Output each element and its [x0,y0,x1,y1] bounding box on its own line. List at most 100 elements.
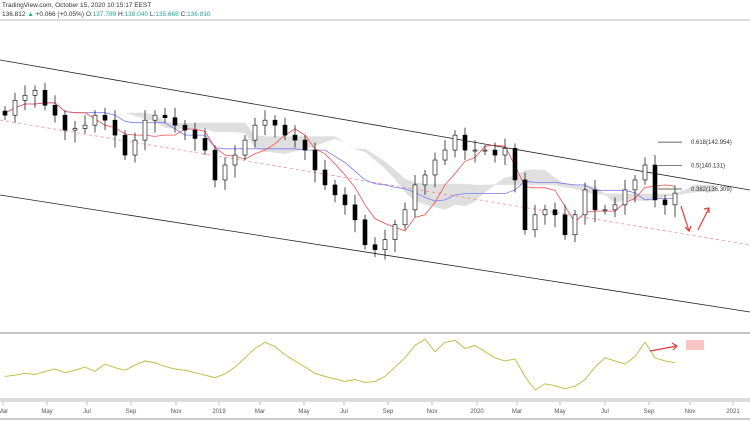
candle-body [262,119,268,126]
candle [512,143,518,193]
candle-body [372,244,378,250]
candle-body [152,114,158,121]
source-line: TradingView.com, October 15, 2020 10:15:… [2,2,152,9]
candle-body [102,114,108,121]
candle [642,157,648,185]
candle [282,117,288,141]
candle [192,122,198,151]
candle [392,219,398,253]
candle-body [632,179,638,191]
open-label: O: [85,11,93,18]
candle-body [512,148,518,181]
candle-body [32,90,38,96]
time-tick-label: Nov [685,409,696,415]
ichimoku-cloud [45,102,715,210]
candle-body [452,134,458,151]
high-label: H: [118,11,125,18]
candle [492,142,498,163]
chart-header: TradingView.com, October 15, 2020 10:15:… [2,1,211,19]
candle [592,179,598,223]
fib-label: 0.618(142.954) [691,140,732,146]
candle [412,174,418,218]
time-tick-label: May [298,409,309,415]
candle [382,229,388,260]
candle [462,127,468,161]
candle [62,110,68,141]
candle-body [2,110,8,116]
time-tick-label: Jul [601,409,609,415]
candle [152,110,158,133]
candle-body [212,149,218,181]
candle-body [332,184,338,196]
candle-body [122,134,128,156]
candle-body [232,154,238,166]
candle [432,152,438,188]
candle [92,110,98,133]
candle [42,82,48,111]
candle [112,110,118,148]
candle-body [622,189,628,206]
candle-body [282,124,288,136]
candle [532,204,538,238]
candle-body [522,179,528,231]
time-axis[interactable]: Mar May Jul Sep Nov 2019 Mar May Jul Sep Nov 2020 Ma… [0,402,750,420]
candle-body [142,119,148,141]
candle-body [202,138,208,151]
candle [582,182,588,225]
candle-body [472,149,478,152]
time-tick-label: May [554,409,565,415]
projection-arrows [680,205,710,233]
candle [552,202,558,228]
candle [372,237,378,258]
candle-body [432,159,438,176]
ohlc-line: 136.812 ▲ +0.066 (+0.05%) O:137.789 H:13… [2,10,211,19]
candle-body [362,219,368,245]
candle [32,85,38,108]
down-arrow-icon [680,205,692,233]
time-tick-label: Sep [644,409,655,415]
close-label: C: [180,11,188,18]
time-tick-label: Jul [340,409,348,415]
fib-label: 0.5(140.131) [691,164,725,170]
candle-body [62,114,68,131]
right-arrow-icon [649,342,678,352]
channel-mid-line[interactable] [0,119,750,246]
candle-body [72,128,78,131]
time-tick-label: Sep [383,409,394,415]
candle [232,145,238,178]
candle-body [252,124,258,141]
candle [252,117,258,148]
candle [122,130,128,161]
channel-upper-line[interactable] [0,59,750,191]
candle [262,110,268,136]
time-tick-label: 2020 [470,409,484,415]
up-arrow-icon [697,207,710,231]
candle [362,214,368,250]
candle-body [462,134,468,151]
candle [632,174,638,203]
open-value: 137.789 [92,11,117,18]
candle-body [322,169,328,186]
price-change: +0.066 (+0.05%) [35,11,84,18]
low-label: L: [149,11,156,18]
candle [602,204,608,215]
candle-body [602,209,608,212]
last-price: 136.812 [2,11,26,18]
candle [72,121,78,143]
candle-body [82,124,88,129]
time-tick-label: Mar [255,409,265,415]
candle-body [592,189,598,211]
candle-body [662,199,668,206]
candle [442,140,448,166]
time-tick-label: Mar [0,409,8,415]
candle-body [642,164,648,181]
candle [332,179,338,203]
fibonacci-levels[interactable]: 0.618(142.954) 0.5(140.131) 0.382(136.309) [658,140,732,193]
candle [662,194,668,215]
candle [12,92,18,123]
candle [422,169,428,195]
high-value: 138.040 [124,11,149,18]
candle-body [672,192,678,206]
candle [482,145,488,156]
